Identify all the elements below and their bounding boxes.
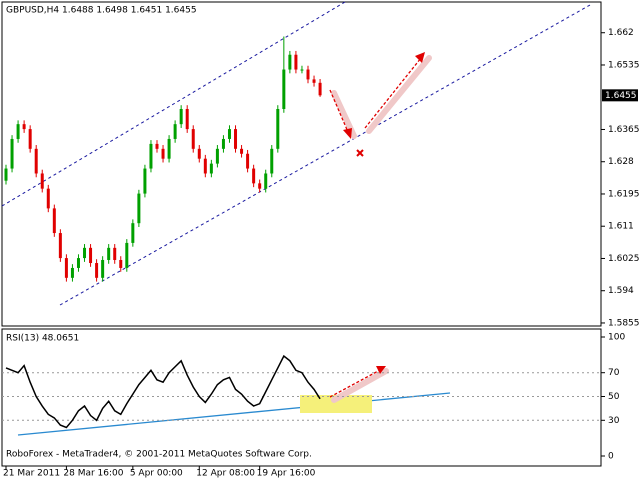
candle-body (234, 129, 238, 149)
candle-body (185, 108, 189, 130)
candle-body (64, 258, 68, 278)
candle-body (46, 188, 50, 209)
y-tick-label: 1.5855 (608, 318, 640, 328)
y-tick-label: 100 (608, 333, 625, 343)
candle-body (312, 79, 316, 83)
candle-body (10, 138, 14, 169)
candle-body (125, 242, 129, 268)
candle-body (167, 138, 171, 159)
candle-body (306, 69, 310, 80)
candle-body (215, 148, 219, 164)
candle-body (70, 267, 74, 278)
y-tick-label: 30 (608, 416, 620, 426)
price-pane (1, 1, 602, 327)
footer: RoboForex - MetaTrader4, © 2001-2011 Met… (6, 450, 312, 460)
y-tick-label: 1.594 (608, 286, 634, 296)
rsi-title: RSI(13) 48.0651 (6, 334, 79, 344)
rsi-trendline (17, 392, 451, 436)
candle-body (131, 223, 135, 243)
last-price-label: 1.6455 (605, 91, 637, 101)
y-tick-label: 1.6535 (608, 60, 640, 70)
candle-body (137, 193, 141, 224)
candle-body (270, 148, 274, 174)
x-tick-label: 19 Apr 16:00 (257, 469, 316, 479)
x-tick-label: 21 Mar 2011 (3, 469, 60, 479)
candle-body (209, 163, 213, 174)
y-tick-label: 1.6195 (608, 189, 640, 199)
candle-body (282, 69, 286, 109)
candle-body (227, 129, 231, 139)
candle-body (203, 158, 207, 174)
candle-body (28, 129, 32, 149)
last-price-box (602, 89, 638, 102)
candle-body (294, 54, 298, 70)
candle-body (300, 69, 304, 71)
candle-body (119, 259, 123, 268)
y-tick-label: 1.628 (608, 157, 634, 167)
candle-body (22, 124, 26, 130)
arrow-heads (343, 52, 425, 374)
plot: 1.5855 1.594 1.6025 1.611 1.6195 1.628 1.6365 1… (2, 28, 640, 479)
candle-body (95, 263, 99, 278)
candle-body (58, 233, 62, 259)
candle-body (197, 148, 201, 159)
candle-body (246, 153, 250, 169)
candle-body (288, 54, 292, 70)
candle-body (318, 82, 322, 96)
candle-body (16, 124, 20, 139)
candle-body (161, 148, 165, 159)
y-tick-label: 1.6365 (608, 125, 640, 135)
candle-body (258, 183, 262, 189)
candle-body (240, 148, 244, 154)
x-tick-label: 5 Apr 00:00 (130, 469, 183, 479)
y-tick-label: 0 (608, 452, 614, 462)
candle-body (113, 247, 117, 260)
candle-body (221, 138, 225, 149)
candle-body (276, 108, 280, 149)
y-tick-label: 1.6025 (608, 254, 640, 264)
rsi-zone (300, 395, 372, 413)
candle-body (173, 124, 177, 139)
rsi-line (5, 354, 321, 429)
candle-body (52, 208, 56, 234)
y-tick-label: 1.611 (608, 222, 634, 232)
candle-body (83, 247, 87, 259)
candle-body (179, 108, 183, 125)
x-tick-label: 12 Apr 08:00 (196, 469, 255, 479)
target-cross (356, 149, 364, 157)
candle-body (40, 173, 44, 189)
candle-body (76, 258, 80, 268)
forecast-arrows (329, 57, 422, 398)
candle-body (101, 259, 105, 278)
candle-body (191, 129, 195, 149)
y-tick-label: 50 (608, 392, 620, 402)
candle-body (107, 247, 111, 260)
candle-body (34, 148, 38, 174)
candle-body (264, 173, 268, 189)
candle-body (149, 143, 153, 169)
candle-body (155, 143, 159, 149)
candle-body (89, 247, 93, 264)
candle-body (4, 168, 8, 181)
y-tick-label: 70 (608, 368, 620, 378)
x-tick-label: 28 Mar 16:00 (63, 469, 123, 479)
chart-title: GBPUSD,H4 1.6488 1.6498 1.6451 1.6455 (6, 6, 197, 16)
candle-body (252, 168, 256, 184)
y-tick-label: 1.662 (608, 28, 634, 38)
candle-body (143, 168, 147, 194)
channel-upper (1, 1, 346, 207)
